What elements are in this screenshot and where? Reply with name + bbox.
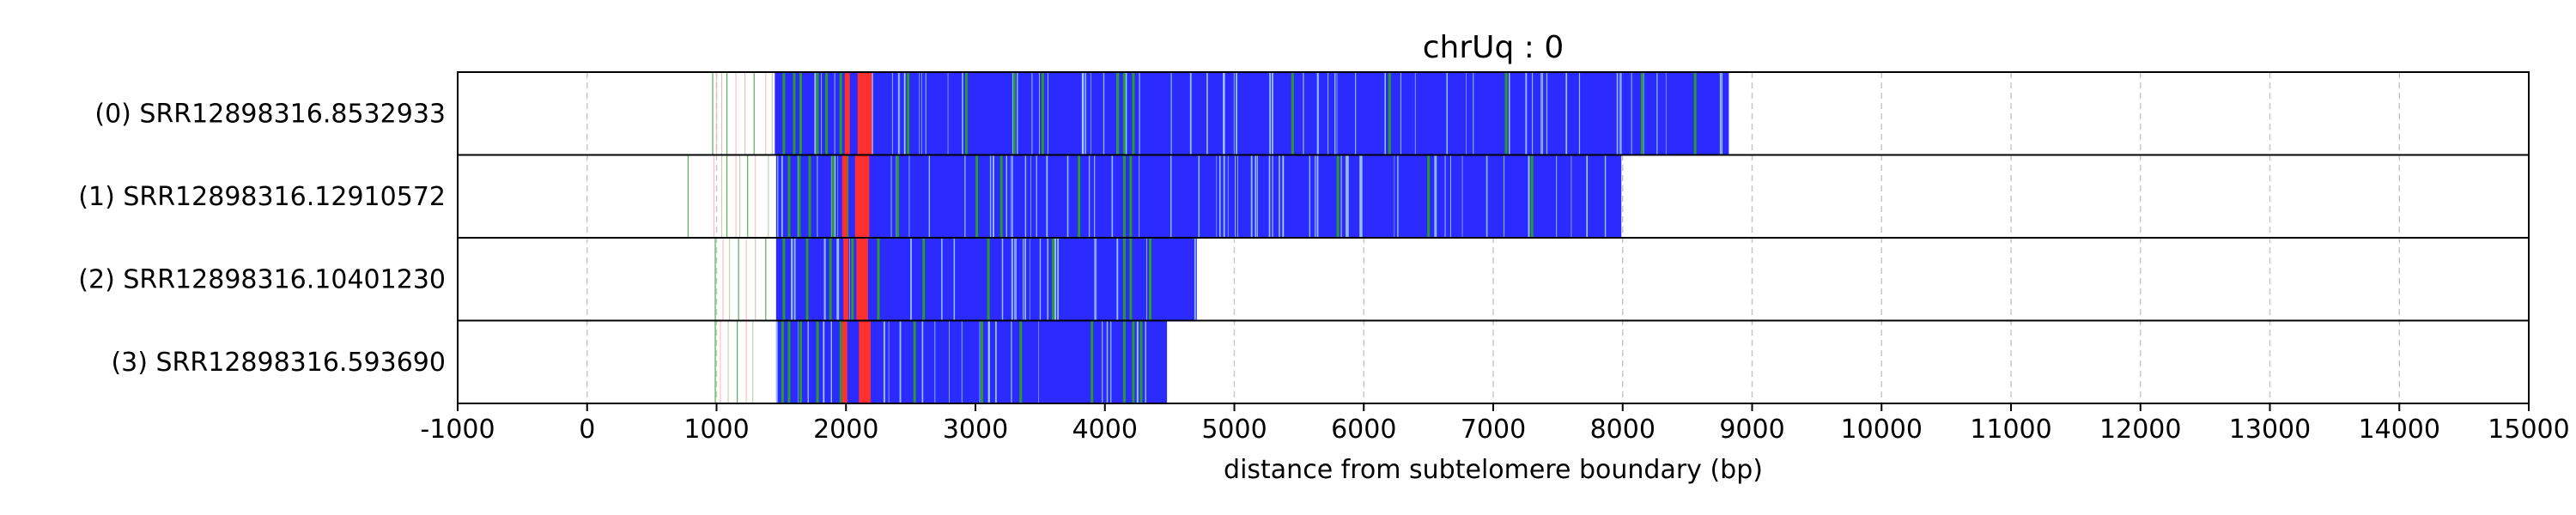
x-axis-ticks: -1000 0 1000 2000 3000 4000 5000 6000 7000 8000 90… — [420, 403, 2570, 445]
red-band — [843, 238, 849, 321]
x-tick-label: -1000 — [420, 415, 495, 445]
read-row: (0) SRR12898316.8532933 — [94, 72, 1729, 155]
x-tick-label: 5000 — [1201, 415, 1267, 445]
x-tick-label: 12000 — [2099, 415, 2181, 445]
x-tick-label: 1000 — [683, 415, 749, 445]
x-tick-label: 2000 — [813, 415, 878, 445]
read-bar — [775, 320, 1168, 403]
x-axis-label: distance from subtelomere boundary (bp) — [1224, 455, 1763, 485]
read-row: (2) SRR12898316.10401230 — [78, 238, 1197, 321]
x-tick-label: 8000 — [1590, 415, 1656, 445]
read-bar — [775, 238, 1197, 321]
red-band — [844, 72, 850, 155]
x-tick-label: 13000 — [2229, 415, 2311, 445]
row-label: (3) SRR12898316.593690 — [111, 348, 446, 378]
row-label: (2) SRR12898316.10401230 — [78, 264, 446, 294]
chart-title: chrUq : 0 — [1423, 30, 1564, 65]
red-band — [841, 320, 848, 403]
red-band — [856, 238, 868, 321]
x-tick-label: 10000 — [1841, 415, 1923, 445]
x-tick-label: 7000 — [1461, 415, 1526, 445]
red-band — [854, 154, 870, 238]
x-tick-label: 4000 — [1072, 415, 1138, 445]
row-label: (0) SRR12898316.8532933 — [94, 99, 446, 129]
x-tick-label: 3000 — [943, 415, 1008, 445]
x-tick-label: 9000 — [1719, 415, 1784, 445]
read-row: (1) SRR12898316.12910572 — [78, 154, 1622, 238]
x-tick-label: 6000 — [1331, 415, 1396, 445]
x-tick-label: 0 — [579, 415, 595, 445]
x-tick-label: 11000 — [1970, 415, 2051, 445]
read-row: (3) SRR12898316.593690 — [111, 320, 1168, 403]
read-bar — [775, 72, 1729, 155]
red-band — [841, 154, 848, 238]
row-label: (1) SRR12898316.12910572 — [78, 182, 446, 212]
red-band — [857, 72, 872, 155]
x-tick-label: 15000 — [2488, 415, 2569, 445]
x-tick-label: 14000 — [2359, 415, 2440, 445]
red-band — [859, 320, 871, 403]
read-rows: (0) SRR12898316.8532933 (1) SRR12898316.1… — [78, 72, 1729, 403]
